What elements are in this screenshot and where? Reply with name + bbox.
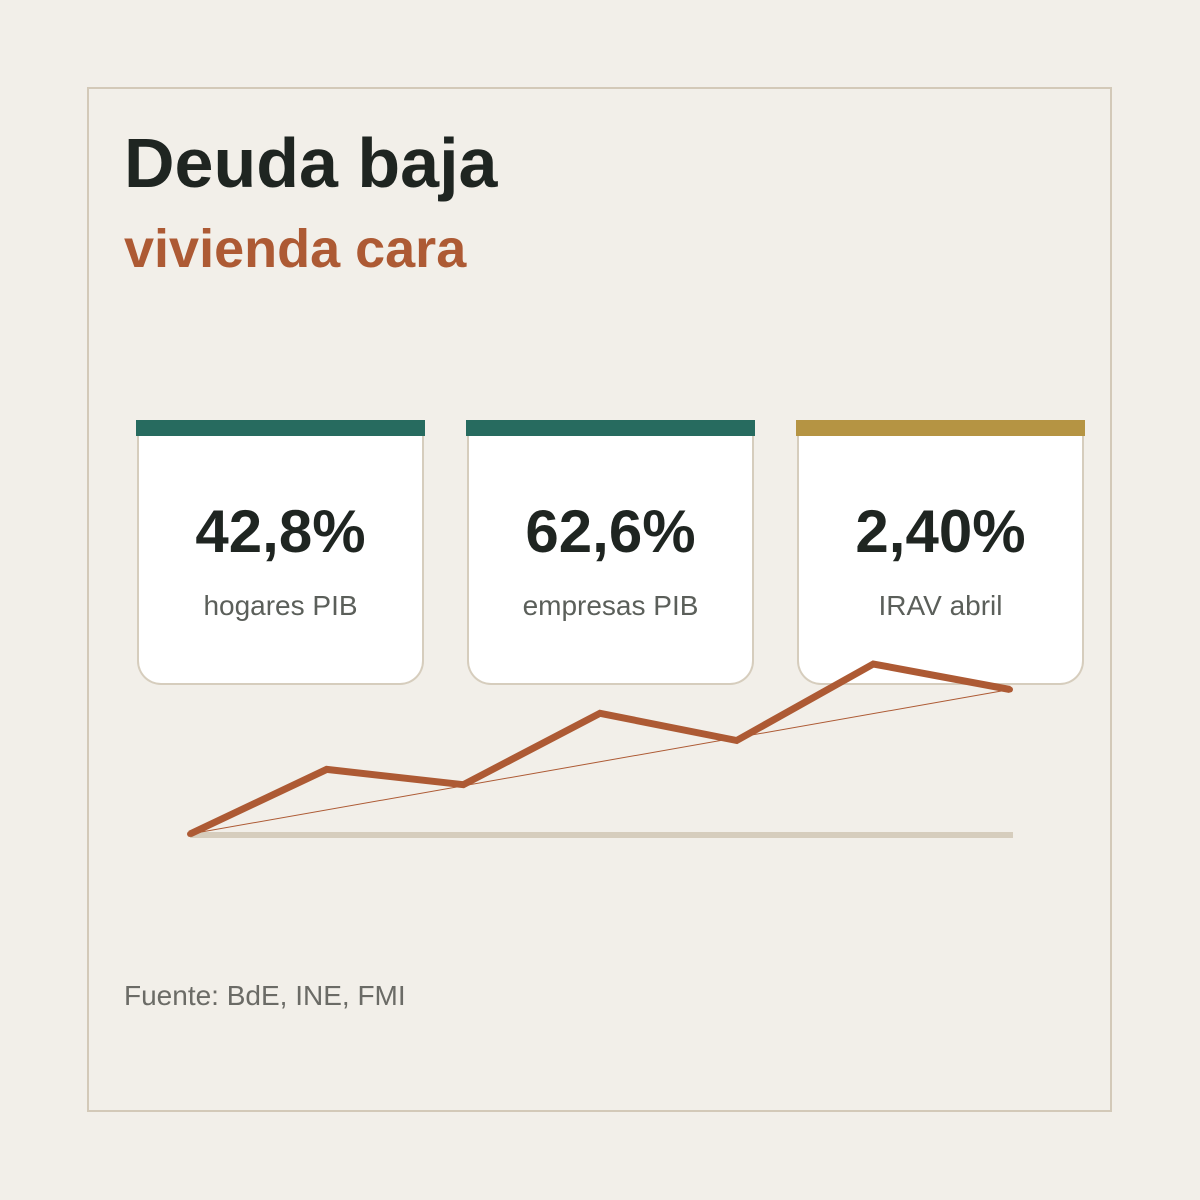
card-value-hogares: 42,8% [195,498,366,565]
card-body [797,436,1084,685]
card-value-irav: 2,40% [855,498,1026,565]
stat-card-irav [796,420,1085,685]
page-subtitle: vivienda cara [124,219,467,279]
card-label-irav: IRAV abril [878,590,1003,621]
source-note: Fuente: BdE, INE, FMI [124,980,406,1011]
card-body [137,436,424,685]
card-body [467,436,754,685]
infographic-frame [87,87,1112,1112]
stat-card-empresas [466,420,755,685]
card-label-hogares: hogares PIB [203,590,358,621]
card-accent-bar [466,420,755,436]
page-title: Deuda baja [124,124,498,202]
card-accent-bar [796,420,1085,436]
card-accent-bar [136,420,425,436]
card-label-empresas: empresas PIB [522,590,699,621]
card-value-empresas: 62,6% [525,498,696,565]
stat-card-hogares [136,420,425,685]
